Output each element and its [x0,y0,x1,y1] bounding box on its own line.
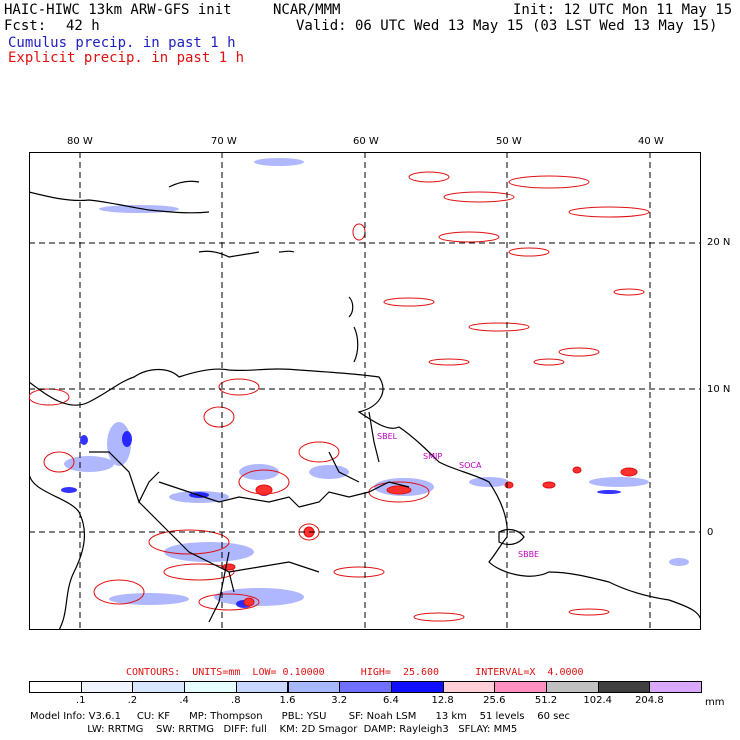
lon-label-80w: 80 W [67,136,93,147]
colorbar-label: 204.8 [635,695,664,706]
colorbar-swatch [80,681,134,693]
cuba-coast [29,191,210,214]
colorbar-label: 51.2 [534,695,558,706]
lat-label-0: 0 [707,527,714,538]
colorbar-swatch [184,681,237,693]
fcst-label: Fcst: [4,18,47,34]
lesser-antilles [348,296,359,363]
colorbar-label: 25.6 [483,695,506,706]
fcst-value: 42 h [66,18,100,34]
colorbar-swatch [235,681,289,693]
station-soca: SOCA [459,461,482,470]
border-5 [138,501,235,593]
colorbar-label: 6.4 [382,695,399,706]
station-smjp: SMJP [423,452,443,461]
colorbar-label: 102.4 [583,695,613,706]
lon-label-70w: 70 W [211,136,237,147]
grid-lines [29,152,701,630]
org-label: NCAR/MMM [273,2,341,18]
station-sbel: SBEL [377,432,398,441]
init-time: Init: 12 UTC Mon 11 May 15 [513,2,733,18]
border-3 [298,481,410,508]
explicit-legend: Explicit precip. in past 1 h [8,50,245,66]
lat-label-20n: 20 N [707,237,731,248]
colorbar-unit: mm [705,697,725,708]
south-america-coast [29,368,701,623]
colorbar-swatch [649,681,703,693]
colorbar-label: .4 [179,695,189,706]
coastlines [29,180,701,630]
model-info-line1: Model Info: V3.6.1 CU: KF MP: Thompson P… [30,711,570,722]
puerto-rico-coast [278,250,295,253]
colorbar-label: 3.2 [331,695,348,706]
colorbar-swatch [339,681,392,693]
lon-label-60w: 60 W [353,136,379,147]
colorbar-label: .1 [75,695,86,706]
station-sbbe: SBBE [518,550,540,559]
marajo-island [498,528,525,546]
model-title: HAIC-HIWC 13km ARW-GFS init [4,2,232,18]
colorbar-label: 12.8 [431,695,454,706]
border-2 [158,481,300,508]
colorbar-label: 1.6 [279,695,296,706]
cumulus-precip-max [61,431,621,608]
colorbar-swatch [132,681,186,693]
valid-time: Valid: 06 UTC Wed 13 May 15 (03 LST Wed … [296,18,718,34]
island-coast-1 [168,180,200,188]
border-6 [208,551,320,623]
precip-map [29,152,701,630]
cumulus-legend: Cumulus precip. in past 1 h [8,35,236,51]
border-4 [328,411,380,483]
lon-label-40w: 40 W [638,136,664,147]
border-1 [89,451,160,504]
contours-info: CONTOURS: UNITS=mm LOW= 0.10000 HIGH= 25… [126,667,584,678]
lon-label-50w: 50 W [496,136,522,147]
model-info-line2: LW: RRTMG SW: RRTMG DIFF: full KM: 2D Sm… [30,724,518,735]
colorbar-swatch [29,681,82,693]
explicit-precip-max [222,466,638,607]
colorbar-label: .8 [231,695,241,706]
colorbar-swatch [494,681,547,693]
hispaniola-coast [198,250,260,258]
west-coast [29,471,85,630]
colorbar-swatch [390,681,444,693]
colorbar-label: .2 [127,695,138,706]
colorbar-swatch [442,681,496,693]
colorbar-swatch [546,681,599,693]
explicit-precip-layer [29,171,650,622]
lat-label-10n: 10 N [707,384,731,395]
colorbar-swatch [287,681,341,693]
colorbar-swatch [597,681,651,693]
